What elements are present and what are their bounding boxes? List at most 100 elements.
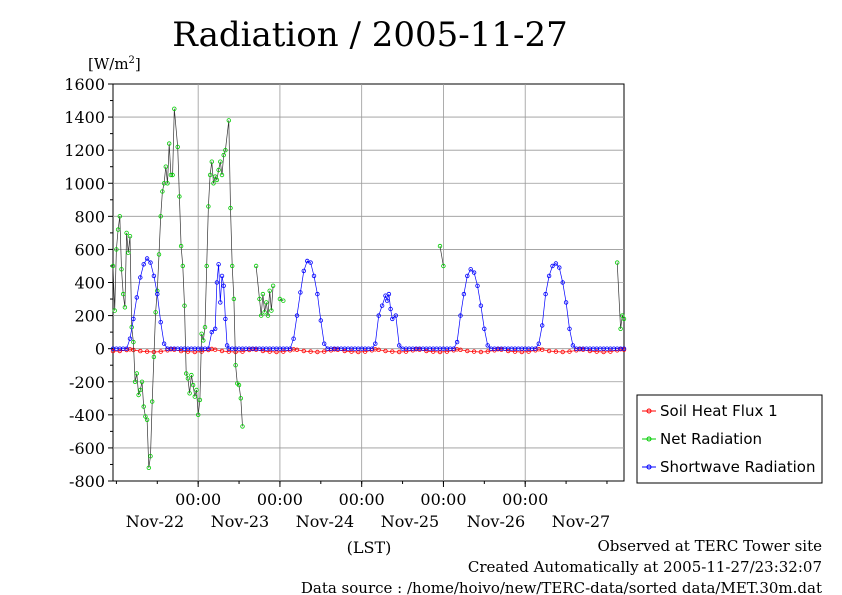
data-point — [546, 348, 552, 354]
y-tick-label: -200 — [69, 373, 105, 392]
data-point — [236, 382, 242, 388]
data-point — [553, 261, 559, 266]
data-point — [185, 376, 191, 381]
data-point — [155, 291, 160, 297]
footer-created: Created Automatically at 2005-11-27/23:3… — [468, 558, 822, 576]
data-point — [219, 172, 225, 178]
data-point — [197, 397, 203, 403]
data-point — [318, 318, 323, 323]
data-point — [540, 347, 545, 352]
x-date-label: Nov-25 — [381, 512, 439, 531]
y-tick-label: -600 — [69, 439, 105, 458]
data-point — [567, 326, 572, 331]
data-point — [158, 349, 163, 354]
data-point — [221, 283, 226, 288]
data-point — [233, 363, 238, 368]
data-point — [362, 349, 368, 354]
data-point — [148, 260, 153, 265]
data-point — [212, 347, 218, 352]
data-point — [349, 349, 354, 354]
y-tick-label: -400 — [69, 406, 105, 425]
data-point — [431, 349, 436, 354]
data-point — [478, 303, 484, 308]
data-point — [185, 349, 191, 354]
data-point — [149, 399, 155, 404]
data-point — [134, 371, 139, 376]
data-point — [202, 325, 208, 330]
data-point — [385, 298, 390, 303]
data-point — [546, 273, 552, 279]
data-point — [148, 454, 153, 459]
data-point — [126, 250, 131, 255]
y-tick-label: 0 — [95, 340, 105, 359]
data-point — [139, 379, 145, 384]
data-point — [315, 291, 320, 297]
x-tick-labels: 00:00 00:00 00:00 00:00 00:00 Nov-22 Nov-23 Nov… — [126, 490, 610, 531]
y-tick-label: 800 — [74, 207, 105, 226]
data-point — [468, 267, 473, 272]
x-date-label: Nov-23 — [211, 512, 269, 531]
data-point — [223, 147, 228, 153]
data-point — [550, 263, 555, 269]
data-point — [553, 349, 559, 354]
data-point — [175, 144, 180, 150]
x-time-label: 00:00 — [175, 490, 221, 509]
data-point — [226, 118, 231, 123]
data-point — [608, 349, 613, 354]
data-point — [587, 348, 593, 354]
series-2 — [110, 256, 627, 351]
data-point — [512, 349, 518, 354]
data-point — [170, 172, 175, 178]
y-axis-unit: [W/m2] — [88, 55, 141, 73]
data-point — [267, 288, 272, 293]
data-point — [533, 346, 538, 351]
data-point — [151, 354, 157, 360]
data-point — [192, 394, 197, 399]
data-point — [127, 336, 133, 341]
series-line — [439, 246, 444, 267]
data-point — [264, 300, 269, 305]
data-point — [153, 310, 158, 315]
data-point — [260, 348, 266, 354]
data-point — [218, 300, 223, 305]
data-point — [228, 205, 233, 211]
data-point — [526, 349, 531, 354]
data-point — [393, 313, 398, 318]
data-point — [209, 159, 214, 164]
data-point — [199, 349, 204, 354]
data-point — [144, 349, 150, 354]
data-point — [226, 349, 231, 354]
data-point — [146, 465, 151, 470]
data-point — [195, 412, 201, 417]
legend-swatch-marker — [646, 436, 652, 442]
data-point — [471, 270, 477, 275]
data-point — [212, 174, 218, 179]
data-point — [560, 280, 565, 285]
data-point — [260, 291, 266, 297]
data-point — [485, 343, 490, 348]
data-point — [397, 343, 402, 348]
data-point — [270, 283, 276, 288]
footer-site: Observed at TERC Tower site — [597, 537, 822, 555]
data-point — [211, 181, 216, 186]
data-point — [618, 326, 623, 331]
data-point — [132, 379, 138, 384]
series-line — [616, 262, 625, 329]
data-point — [122, 305, 128, 310]
data-point — [206, 346, 211, 351]
data-point — [458, 313, 463, 318]
data-point — [424, 348, 429, 354]
data-point — [178, 243, 184, 249]
x-date-label: Nov-26 — [467, 512, 525, 531]
data-point — [212, 326, 218, 331]
data-point — [471, 349, 477, 354]
legend-box — [636, 394, 823, 484]
data-point — [388, 306, 393, 312]
series-line — [113, 257, 624, 350]
series-line — [255, 265, 274, 316]
data-point — [207, 172, 213, 178]
data-point — [253, 263, 259, 269]
series-1 — [110, 106, 627, 470]
chart-title: Radiation / 2005-11-27 — [172, 15, 568, 55]
data-point — [218, 159, 223, 164]
